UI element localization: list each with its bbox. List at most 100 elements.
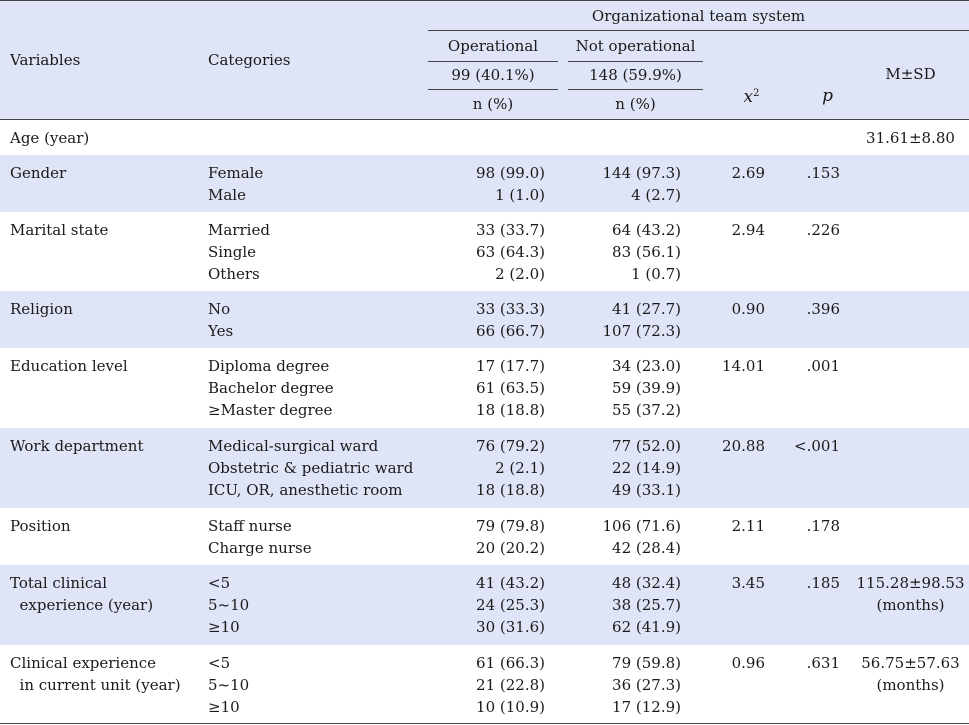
category-cell-line: Diploma degree — [208, 357, 330, 375]
chi-square-cell-line: 3.45 — [731, 574, 765, 592]
variable-cell: Clinical experience in current unit (yea… — [10, 652, 200, 696]
variable-cell-line: Clinical experience — [10, 654, 157, 672]
operational-cell: 17 (17.7) 61 (63.5) 18 (18.8) — [428, 355, 545, 421]
category-cell: Diploma degree Bachelor degree ≥Master deg… — [208, 355, 428, 421]
category-cell-line: Medical-surgical ward — [208, 437, 379, 455]
p-value-cell-line: .631 — [806, 654, 840, 672]
category-cell-line: No — [208, 300, 231, 318]
p-value-cell-line: .001 — [806, 357, 840, 375]
table-row: Education level Diploma degree Bachelor de… — [0, 348, 969, 428]
variable-cell: Religion — [10, 298, 200, 320]
not-operational-cell: 48 (32.4) 38 (25.7) 62 (41.9) — [568, 572, 681, 638]
category-cell-line: Married — [208, 221, 270, 239]
variable-cell-line: Total clinical — [10, 574, 108, 592]
operational-cell-line: 17 (17.7) — [476, 357, 545, 375]
operational-cell: 33 (33.3) 66 (66.7) — [428, 298, 545, 342]
not-operational-cell-line: 38 (25.7) — [612, 596, 681, 614]
p-value-header: p — [822, 86, 833, 106]
chi-square-cell: 0.96 — [700, 652, 765, 674]
operational-cell-line: 61 (66.3) — [476, 654, 545, 672]
header-bottom-rule — [0, 119, 969, 120]
operational-cell: 33 (33.7) 63 (64.3) 2 (2.0) — [428, 219, 545, 285]
variable-cell-line: Work department — [10, 437, 144, 455]
not-operational-cell: 77 (52.0) 22 (14.9) 49 (33.1) — [568, 435, 681, 501]
not-operational-rule-1 — [568, 61, 703, 62]
table-row: Clinical experience in current unit (yea… — [0, 645, 969, 725]
p-value-cell: <.001 — [780, 435, 840, 457]
chi-square-cell: 2.94 — [700, 219, 765, 241]
variable-cell-line: in current unit (year) — [10, 676, 181, 694]
operational-cell-line: 63 (64.3) — [476, 243, 545, 261]
variables-header: Variables — [10, 51, 81, 69]
bottom-rule — [0, 723, 969, 724]
p-value-cell-line: <.001 — [794, 437, 840, 455]
operational-cell-line: 30 (31.6) — [476, 618, 545, 636]
not-operational-cell-line: 1 (0.7) — [631, 265, 681, 283]
not-operational-cell: 41 (27.7) 107 (72.3) — [568, 298, 681, 342]
p-value-cell: .178 — [780, 515, 840, 537]
p-value-cell-line: .185 — [806, 574, 840, 592]
variable-cell: Total clinical experience (year) — [10, 572, 200, 616]
operational-cell-line: 24 (25.3) — [476, 596, 545, 614]
variable-cell-line: Age (year) — [10, 129, 90, 147]
chi-square-cell: 2.11 — [700, 515, 765, 537]
variable-cell: Education level — [10, 355, 200, 377]
not-operational-cell: 34 (23.0) 59 (39.9) 55 (37.2) — [568, 355, 681, 421]
mean-sd-cell-line: (months) — [876, 676, 945, 694]
mean-sd-cell: 115.28±98.53 (months) — [852, 572, 969, 616]
table-row: Total clinical experience (year) <5 5~10 ≥1… — [0, 565, 969, 645]
operational-cell: 76 (79.2) 2 (2.1) 18 (18.8) — [428, 435, 545, 501]
chi-square-cell-line: 14.01 — [722, 357, 765, 375]
category-cell-line: ICU, OR, anesthetic room — [208, 481, 403, 499]
table-row: Age (year) 31.61±8.80 — [0, 120, 969, 155]
p-value-cell: .226 — [780, 219, 840, 241]
p-value-cell: .153 — [780, 162, 840, 184]
category-cell-line: Single — [208, 243, 257, 261]
not-operational-cell-line: 22 (14.9) — [612, 459, 681, 477]
variable-cell-line: Position — [10, 517, 71, 535]
mean-sd-header: M±SD — [885, 65, 936, 83]
table-row: Marital state Married Single Others 33 (33.7… — [0, 212, 969, 291]
not-operational-cell-line: 48 (32.4) — [612, 574, 681, 592]
operational-cell-line: 18 (18.8) — [476, 401, 545, 419]
category-cell-line: <5 — [208, 654, 231, 672]
operational-cell: 98 (99.0) 1 (1.0) — [428, 162, 545, 206]
not-operational-header: Not operational — [575, 37, 696, 55]
chi-square-cell-line: 20.88 — [722, 437, 765, 455]
table-header-band — [0, 0, 969, 120]
category-cell-line: ≥10 — [208, 618, 240, 636]
variable-cell: Gender — [10, 162, 200, 184]
chi-square-cell: 14.01 — [700, 355, 765, 377]
category-cell: No Yes — [208, 298, 428, 342]
category-cell-line: 5~10 — [208, 596, 250, 614]
not-operational-cell-line: 41 (27.7) — [612, 300, 681, 318]
chi-square-cell-line: 0.90 — [731, 300, 765, 318]
not-operational-cell-line: 83 (56.1) — [612, 243, 681, 261]
operational-cell-line: 1 (1.0) — [495, 186, 545, 204]
not-operational-count: 148 (59.9%) — [589, 66, 682, 84]
top-rule — [0, 0, 969, 1]
operational-cell-line: 2 (2.0) — [495, 265, 545, 283]
mean-sd-cell-line: (months) — [876, 596, 945, 614]
not-operational-cell: 79 (59.8) 36 (27.3) 17 (12.9) — [568, 652, 681, 718]
not-operational-cell-line: 49 (33.1) — [612, 481, 681, 499]
category-cell-line: Female — [208, 164, 264, 182]
operational-cell-line: 2 (2.1) — [495, 459, 545, 477]
category-cell-line: 5~10 — [208, 676, 250, 694]
operational-cell-line: 98 (99.0) — [476, 164, 545, 182]
variable-cell-line: Religion — [10, 300, 73, 318]
operational-cell-line: 79 (79.8) — [476, 517, 545, 535]
not-operational-cell: 64 (43.2) 83 (56.1) 1 (0.7) — [568, 219, 681, 285]
category-cell: Staff nurse Charge nurse — [208, 515, 428, 559]
not-operational-cell-line: 107 (72.3) — [602, 322, 681, 340]
not-operational-cell-line: 17 (12.9) — [612, 698, 681, 716]
chi-square-cell-line: 0.96 — [731, 654, 765, 672]
operational-cell-line: 10 (10.9) — [476, 698, 545, 716]
mean-sd-cell-line: 56.75±57.63 — [861, 654, 960, 672]
p-value-cell-line: .396 — [806, 300, 840, 318]
categories-header: Categories — [208, 51, 291, 69]
operational-cell: 79 (79.8) 20 (20.2) — [428, 515, 545, 559]
operational-cell-line: 18 (18.8) — [476, 481, 545, 499]
category-cell: Female Male — [208, 162, 428, 206]
